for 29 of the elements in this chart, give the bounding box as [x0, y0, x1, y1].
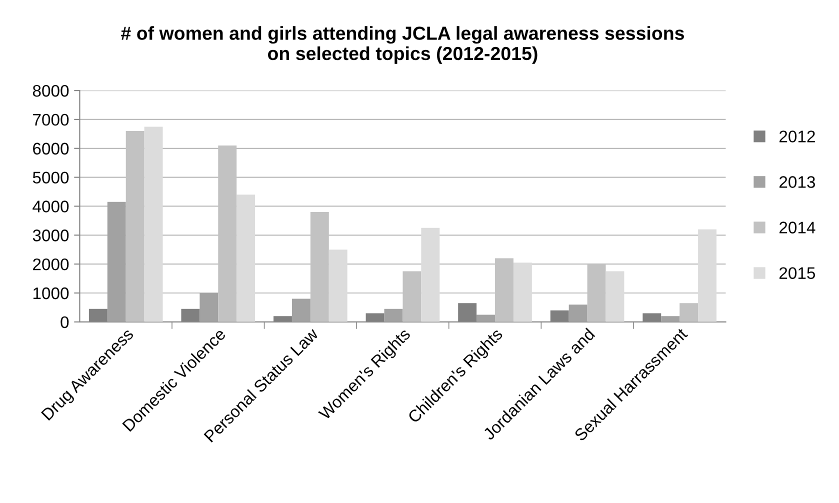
- bar: [328, 250, 348, 322]
- chart-title: # of women and girls attending JCLA legal awareness sessions on selected topics (2012-2015): [121, 26, 684, 64]
- y-tick-label: 3000: [32, 230, 69, 242]
- y-tick-label: 0: [60, 316, 69, 328]
- bar: [421, 228, 440, 322]
- bar: [384, 308, 403, 322]
- bar: [680, 303, 698, 322]
- bar: [568, 304, 588, 322]
- y-tick-label: 2000: [33, 258, 69, 270]
- bar: [236, 194, 256, 322]
- legend-label: 2012: [779, 130, 815, 142]
- bar: [513, 262, 532, 322]
- bar: [698, 229, 717, 322]
- y-tick-label: 1000: [33, 287, 69, 300]
- y-tick-label: 5000: [32, 172, 69, 184]
- y-tick-label: 7000: [33, 114, 69, 126]
- bar: [661, 316, 680, 322]
- bar: [144, 126, 163, 322]
- bar: [606, 271, 624, 322]
- y-tick-label: 6000: [33, 142, 69, 155]
- legend-label: 2013: [779, 176, 815, 188]
- y-tick-label: 8000: [32, 84, 69, 97]
- bar: [200, 292, 218, 322]
- y-tick-label: 4000: [32, 200, 69, 212]
- legend-label: 2015: [779, 267, 816, 280]
- bar: [292, 298, 310, 322]
- legend-label: 2014: [779, 222, 816, 234]
- bar: [107, 202, 126, 322]
- bar: [476, 314, 496, 322]
